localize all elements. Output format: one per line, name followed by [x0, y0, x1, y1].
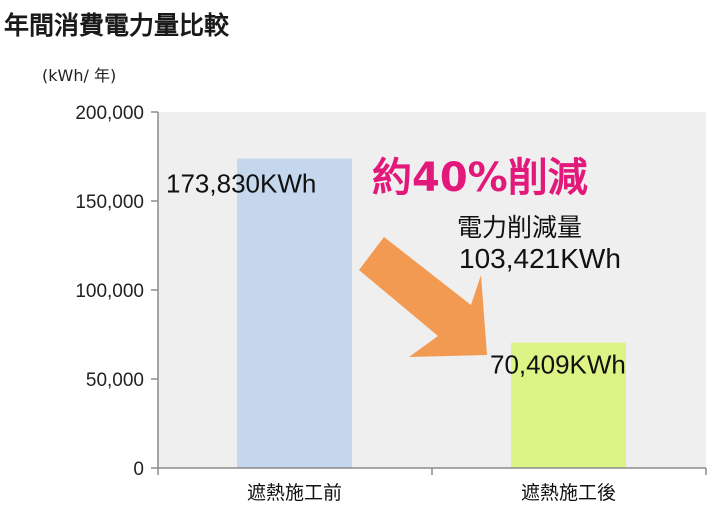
data-label-2: 70,409KWh	[490, 350, 626, 380]
y-tick-label: 100,000	[75, 281, 144, 302]
y-tick-label: 200,000	[75, 103, 144, 124]
reduction-label-annotation: 電力削減量	[457, 213, 582, 242]
bar-2	[511, 342, 626, 468]
down-right-arrow-icon	[359, 237, 487, 357]
y-axis-ticks: 0 50,000 100,000 150,000 200,000	[75, 103, 158, 480]
data-labels: 173,830KWh 70,409KWh	[166, 169, 626, 380]
category-label: 遮熱施工前	[247, 482, 342, 504]
reduction-percent-annotation: 約40%削減	[372, 155, 588, 201]
y-tick-label: 50,000	[86, 370, 144, 391]
bar-1	[237, 158, 352, 469]
chart-title: 年間消費電力量比較	[4, 11, 230, 40]
bars	[237, 158, 626, 469]
y-tick-label: 0	[133, 459, 144, 480]
y-axis-unit-label: (kWh/ 年)	[42, 66, 116, 85]
y-tick-label: 150,000	[75, 192, 144, 213]
reduction-value-annotation: 103,421KWh	[459, 243, 621, 274]
category-label: 遮熱施工後	[521, 482, 616, 504]
data-label-1: 173,830KWh	[166, 169, 316, 199]
axes	[157, 112, 707, 475]
x-axis-labels: 遮熱施工前 遮熱施工後	[247, 482, 616, 504]
